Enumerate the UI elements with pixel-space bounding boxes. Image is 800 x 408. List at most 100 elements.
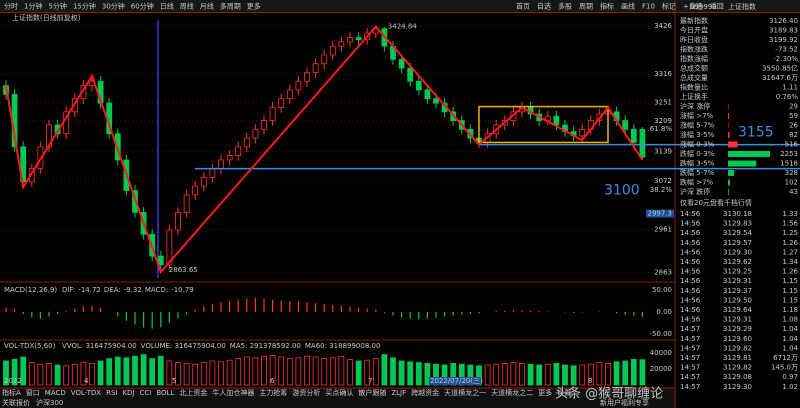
indicator-tab[interactable]: 天道横龙之二	[491, 388, 533, 397]
volume-bar	[536, 364, 543, 386]
period-tab[interactable]: 5分钟	[48, 2, 66, 11]
candle-body	[200, 177, 207, 187]
indicator-tab[interactable]: KDJ	[122, 389, 134, 397]
period-tab[interactable]: 更多	[247, 2, 261, 11]
date-label: 4	[84, 377, 89, 385]
volume-bar	[622, 360, 629, 386]
date-label: 7	[368, 377, 372, 385]
range-box	[478, 105, 609, 144]
period-tab[interactable]: 1分钟	[24, 2, 42, 11]
volume-value: VOLUME: 316475904.00	[141, 342, 226, 350]
tick-time: 14:56	[680, 229, 701, 237]
indicator-tab[interactable]: ZLJF	[391, 389, 406, 397]
breadth-bar	[728, 160, 757, 167]
breadth-label: 跌幅 3-5%	[680, 159, 715, 168]
tick-price: 3129.83	[723, 220, 752, 228]
status-item[interactable]: 关联报价	[2, 398, 30, 407]
volume-bar	[381, 354, 388, 386]
toolbar-button[interactable]: 返回	[710, 3, 724, 11]
indicator-tab[interactable]: 天道横龙之一	[444, 388, 486, 397]
tick-volume: 1.18	[782, 306, 798, 314]
candle-body	[424, 89, 431, 100]
toolbar-button[interactable]: 画线	[621, 2, 635, 11]
status-item[interactable]: 沪深300	[36, 398, 63, 407]
indicator-tab[interactable]: 更多	[538, 388, 552, 397]
period-tab[interactable]: 月线	[200, 2, 214, 11]
tick-price: 3129.62	[723, 258, 752, 266]
indicator-tab[interactable]: 窗口	[26, 388, 40, 397]
candle-body	[622, 120, 629, 130]
price-tick-label: 3072	[654, 177, 672, 185]
candle-body	[355, 37, 362, 41]
volume-bar	[89, 362, 95, 386]
toolbar-button[interactable]: F10	[642, 3, 655, 11]
candle-body	[433, 98, 439, 104]
period-tab[interactable]: 60分钟	[131, 2, 154, 11]
toolbar-button[interactable]: 周期	[579, 3, 593, 11]
indicator-tab[interactable]: 买点确认	[325, 388, 353, 397]
volume-bar	[37, 363, 44, 386]
tick-volume: 1.04	[782, 344, 798, 352]
volume-bar	[347, 358, 353, 386]
period-tab[interactable]: 15分钟	[73, 2, 96, 11]
volume-bar	[106, 358, 113, 386]
candle-body	[639, 128, 646, 158]
stat-label: 最新指数	[680, 16, 708, 25]
volume-bar	[553, 362, 560, 386]
candle-body	[286, 89, 293, 100]
breadth-label: 涨幅 3-5%	[680, 130, 715, 139]
breadth-label: 涨幅 >7%	[680, 111, 714, 120]
tick-price: 3129.29	[723, 325, 752, 333]
macd-value: -14.72	[78, 286, 101, 294]
volume-bar	[510, 362, 517, 386]
volume-bar	[3, 360, 9, 386]
tick-time: 14:57	[680, 364, 700, 372]
volume-bar	[157, 355, 164, 386]
candle-body	[553, 115, 560, 126]
indicator-tab[interactable]: MACD	[45, 389, 66, 397]
breadth-count: 102	[785, 179, 798, 187]
period-tab[interactable]: 周线	[180, 2, 194, 11]
toolbar-button[interactable]: +自选	[683, 2, 703, 11]
volume-bar	[80, 362, 87, 386]
breadth-bar	[728, 151, 770, 157]
toolbar-button[interactable]: 指标	[600, 2, 614, 11]
stat-value: 3550.85亿	[762, 64, 798, 73]
indicator-tab[interactable]: 游资分析	[292, 388, 320, 397]
tick-price: 3129.30	[723, 248, 752, 256]
tick-time: 14:57	[680, 373, 700, 381]
period-tab[interactable]: 分时	[4, 2, 18, 11]
indicator-tab[interactable]: 设置	[557, 388, 571, 397]
volume-bar	[501, 362, 508, 386]
indicator-tab[interactable]: BOLL	[156, 389, 174, 397]
toolbar-button[interactable]: 标记	[662, 2, 676, 11]
toolbar-button[interactable]: 多股	[558, 2, 572, 11]
indicator-tab[interactable]: 散户跟随	[358, 388, 386, 397]
breadth-count: 82	[789, 131, 798, 139]
period-tab[interactable]: 日线	[160, 2, 174, 11]
indicator-tab[interactable]: RSI	[106, 389, 117, 397]
period-tab[interactable]: 多周期	[220, 2, 241, 11]
indicator-tab[interactable]: 北上资金	[179, 388, 207, 397]
indicator-tab[interactable]: 主力抢筹	[259, 388, 287, 397]
volume-bar	[312, 356, 319, 386]
volume-bar	[200, 362, 207, 386]
toolbar-button[interactable]: 首页	[516, 2, 530, 11]
tick-volume: 1.26	[782, 239, 798, 247]
tick-volume: 1.27	[782, 248, 798, 256]
period-tab[interactable]: 30分钟	[102, 2, 125, 11]
volume-bar	[527, 363, 534, 386]
indicator-tab[interactable]: 牛人加仓神器	[212, 388, 254, 397]
tick-time: 14:56	[680, 306, 701, 314]
candle-body	[278, 98, 285, 108]
breadth-count: 29	[789, 103, 798, 111]
indicator-tab[interactable]: 跨越资金	[411, 388, 439, 397]
indicator-tab[interactable]: CCI	[140, 389, 152, 397]
indicator-tab[interactable]: 指标A	[2, 388, 21, 397]
indicator-tab[interactable]: VOL-TDX	[71, 389, 102, 397]
stat-value: 3199.92	[769, 36, 798, 44]
toolbar-button[interactable]: 自选	[537, 2, 551, 11]
stat-label: 总成交量	[680, 73, 708, 82]
tick-time: 14:57	[680, 344, 700, 352]
high-annotation: 3424.84	[388, 23, 417, 31]
